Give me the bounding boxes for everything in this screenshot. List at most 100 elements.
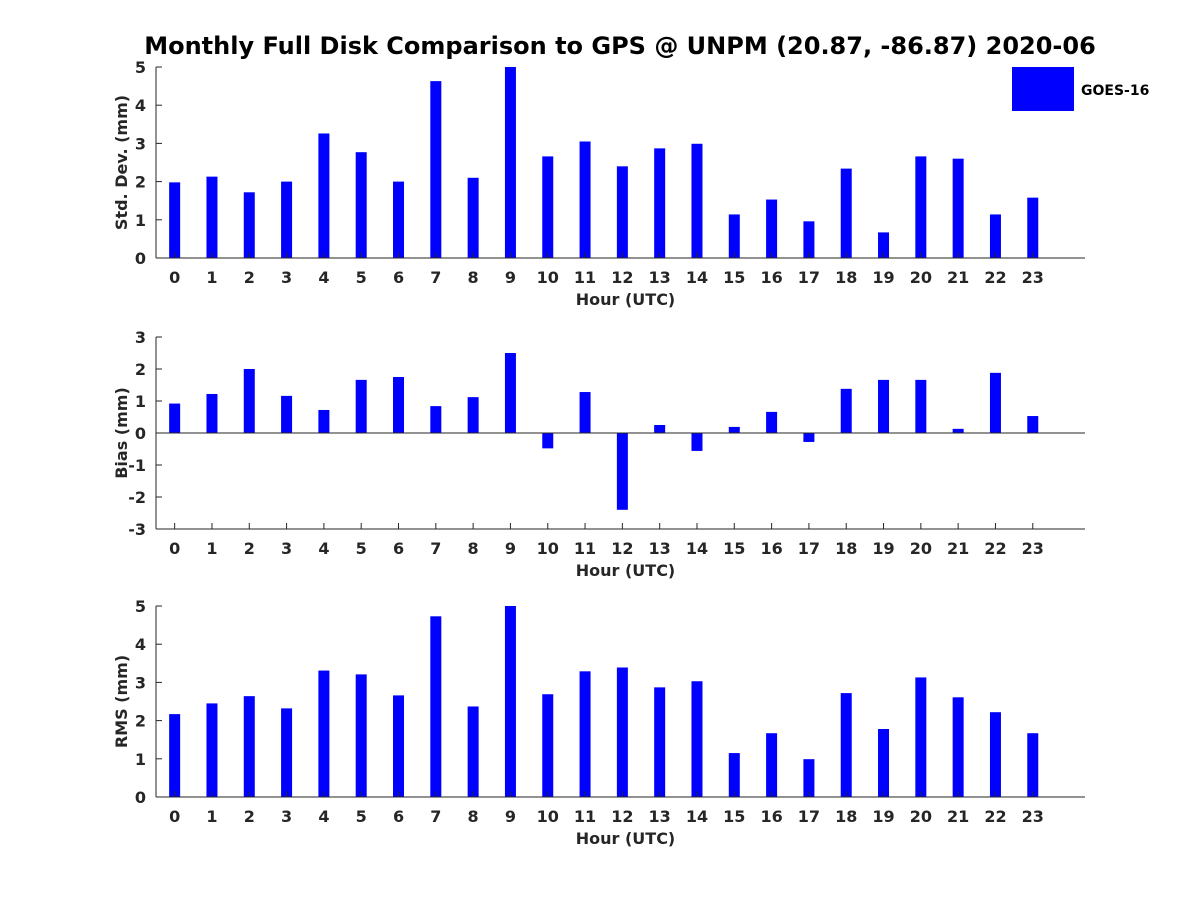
x-tick-label: 11 <box>574 268 596 287</box>
y-tick-label: 2 <box>135 173 146 192</box>
x-tick-label: 15 <box>723 539 745 558</box>
bar <box>840 388 852 433</box>
bar <box>206 393 218 433</box>
x-axis-label: Hour (UTC) <box>576 561 676 580</box>
y-tick-label: 0 <box>135 249 146 268</box>
y-tick-label: 2 <box>135 712 146 731</box>
x-tick-label: 0 <box>169 539 180 558</box>
x-tick-label: 9 <box>505 539 516 558</box>
x-tick-label: 23 <box>1022 807 1044 826</box>
x-tick-label: 23 <box>1022 539 1044 558</box>
bar <box>579 392 591 433</box>
x-tick-label: 9 <box>505 807 516 826</box>
y-tick-label: 1 <box>135 211 146 230</box>
x-tick-label: 13 <box>649 807 671 826</box>
x-tick-label: 1 <box>206 268 217 287</box>
x-tick-label: 19 <box>872 807 894 826</box>
bar <box>430 616 442 797</box>
x-tick-label: 19 <box>872 268 894 287</box>
y-tick-label: 4 <box>135 635 146 654</box>
bar <box>766 411 778 433</box>
x-tick-label: 15 <box>723 268 745 287</box>
x-tick-label: 2 <box>244 268 255 287</box>
x-tick-label: 6 <box>393 807 404 826</box>
y-tick-label: 0 <box>135 788 146 807</box>
x-tick-label: 1 <box>206 539 217 558</box>
y-tick-label: -2 <box>128 488 146 507</box>
bar <box>504 67 516 258</box>
x-tick-label: 21 <box>947 268 969 287</box>
x-tick-label: 21 <box>947 807 969 826</box>
x-tick-label: 17 <box>798 539 820 558</box>
x-tick-label: 12 <box>611 539 633 558</box>
bar <box>169 182 181 258</box>
x-tick-label: 0 <box>169 268 180 287</box>
bar <box>318 133 330 258</box>
y-tick-label: 4 <box>135 96 146 115</box>
bar <box>542 156 554 258</box>
bar <box>952 158 964 258</box>
x-tick-label: 13 <box>649 268 671 287</box>
x-tick-label: 18 <box>835 539 857 558</box>
x-tick-label: 4 <box>318 539 329 558</box>
bar <box>579 671 591 797</box>
x-axis-label: Hour (UTC) <box>576 290 676 309</box>
bar <box>989 712 1001 797</box>
bar <box>542 694 554 797</box>
x-tick-label: 2 <box>244 807 255 826</box>
x-tick-label: 14 <box>686 539 708 558</box>
bar <box>281 708 293 797</box>
bar <box>318 409 330 433</box>
y-tick-label: 1 <box>135 750 146 769</box>
bar <box>616 667 628 797</box>
bar <box>542 433 554 449</box>
x-tick-label: 20 <box>910 268 932 287</box>
y-axis-label: RMS (mm) <box>112 655 131 748</box>
x-tick-label: 14 <box>686 807 708 826</box>
bar <box>1027 733 1039 797</box>
bar <box>393 695 405 797</box>
x-tick-label: 12 <box>611 807 633 826</box>
x-tick-label: 13 <box>649 539 671 558</box>
x-tick-label: 5 <box>356 807 367 826</box>
bar <box>393 377 405 433</box>
x-tick-label: 8 <box>468 807 479 826</box>
x-tick-label: 7 <box>430 268 441 287</box>
x-tick-label: 19 <box>872 539 894 558</box>
x-tick-label: 6 <box>393 268 404 287</box>
x-tick-label: 23 <box>1022 268 1044 287</box>
bar <box>318 670 330 797</box>
x-tick-label: 4 <box>318 268 329 287</box>
bar <box>579 141 591 258</box>
y-tick-label: 3 <box>135 134 146 153</box>
y-tick-label: 3 <box>135 328 146 347</box>
bar <box>243 696 255 797</box>
bar <box>840 168 852 258</box>
bar <box>467 706 479 797</box>
x-tick-label: 21 <box>947 539 969 558</box>
x-tick-label: 2 <box>244 539 255 558</box>
x-tick-label: 16 <box>760 268 782 287</box>
bar <box>169 403 181 433</box>
x-tick-label: 18 <box>835 807 857 826</box>
bar <box>728 753 740 797</box>
bar <box>430 406 442 433</box>
x-tick-label: 16 <box>760 807 782 826</box>
x-tick-label: 18 <box>835 268 857 287</box>
y-tick-label: 5 <box>135 597 146 616</box>
y-tick-label: 3 <box>135 673 146 692</box>
x-tick-label: 17 <box>798 268 820 287</box>
x-tick-label: 15 <box>723 807 745 826</box>
bar <box>878 729 890 797</box>
bar <box>766 733 778 797</box>
x-tick-label: 3 <box>281 539 292 558</box>
x-tick-label: 1 <box>206 807 217 826</box>
bar <box>691 681 703 797</box>
bar <box>878 232 890 258</box>
bar <box>691 433 703 451</box>
legend-swatch <box>1012 67 1074 111</box>
x-tick-label: 3 <box>281 268 292 287</box>
